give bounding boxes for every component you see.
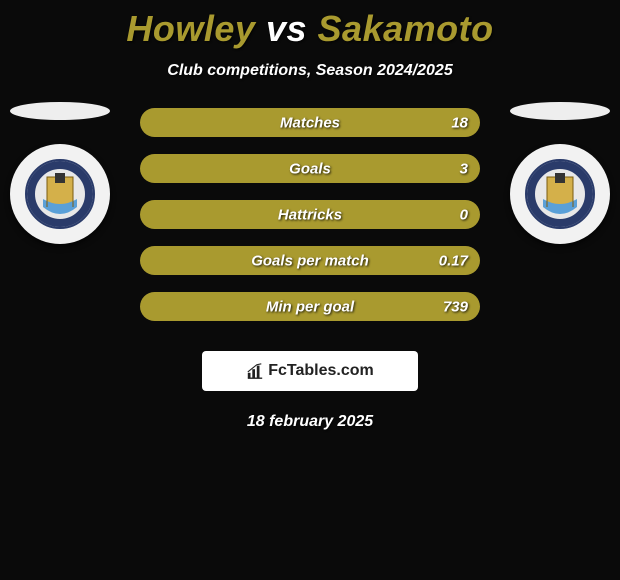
comparison-title: Howley vs Sakamoto: [0, 0, 620, 50]
player1-slot: [10, 102, 110, 244]
stat-value-right: 3: [460, 160, 468, 177]
stat-label: Goals: [289, 160, 331, 177]
stat-value-right: 18: [451, 114, 468, 131]
stat-row: Hattricks 0: [140, 200, 480, 229]
stat-row: Goals 3: [140, 154, 480, 183]
player2-slot: [510, 102, 610, 244]
player1-club-badge: [10, 144, 110, 244]
stat-value-right: 0: [460, 206, 468, 223]
player2-avatar-placeholder: [510, 102, 610, 120]
club-crest-icon: [525, 159, 595, 229]
comparison-arena: Matches 18 Goals 3 Hattricks 0 Goals per match…: [0, 108, 620, 321]
club-crest-icon: [25, 159, 95, 229]
stat-label: Goals per match: [251, 252, 369, 269]
season-subtitle: Club competitions, Season 2024/2025: [0, 62, 620, 80]
stat-label: Min per goal: [266, 298, 354, 315]
player2-club-badge: [510, 144, 610, 244]
brand-box: FcTables.com: [202, 351, 418, 391]
bar-chart-icon: [246, 362, 264, 380]
stat-bars-container: Matches 18 Goals 3 Hattricks 0 Goals per match…: [140, 108, 480, 321]
footer-date: 18 february 2025: [0, 413, 620, 431]
player1-name: Howley: [126, 8, 255, 49]
brand-text: FcTables.com: [268, 362, 374, 380]
stat-row: Min per goal 739: [140, 292, 480, 321]
vs-label: vs: [266, 8, 307, 49]
stat-value-right: 0.17: [439, 252, 468, 269]
stat-label: Matches: [280, 114, 340, 131]
stat-value-right: 739: [443, 298, 468, 315]
player2-name: Sakamoto: [318, 8, 494, 49]
player1-avatar-placeholder: [10, 102, 110, 120]
stat-row: Goals per match 0.17: [140, 246, 480, 275]
stat-row: Matches 18: [140, 108, 480, 137]
stat-label: Hattricks: [278, 206, 342, 223]
